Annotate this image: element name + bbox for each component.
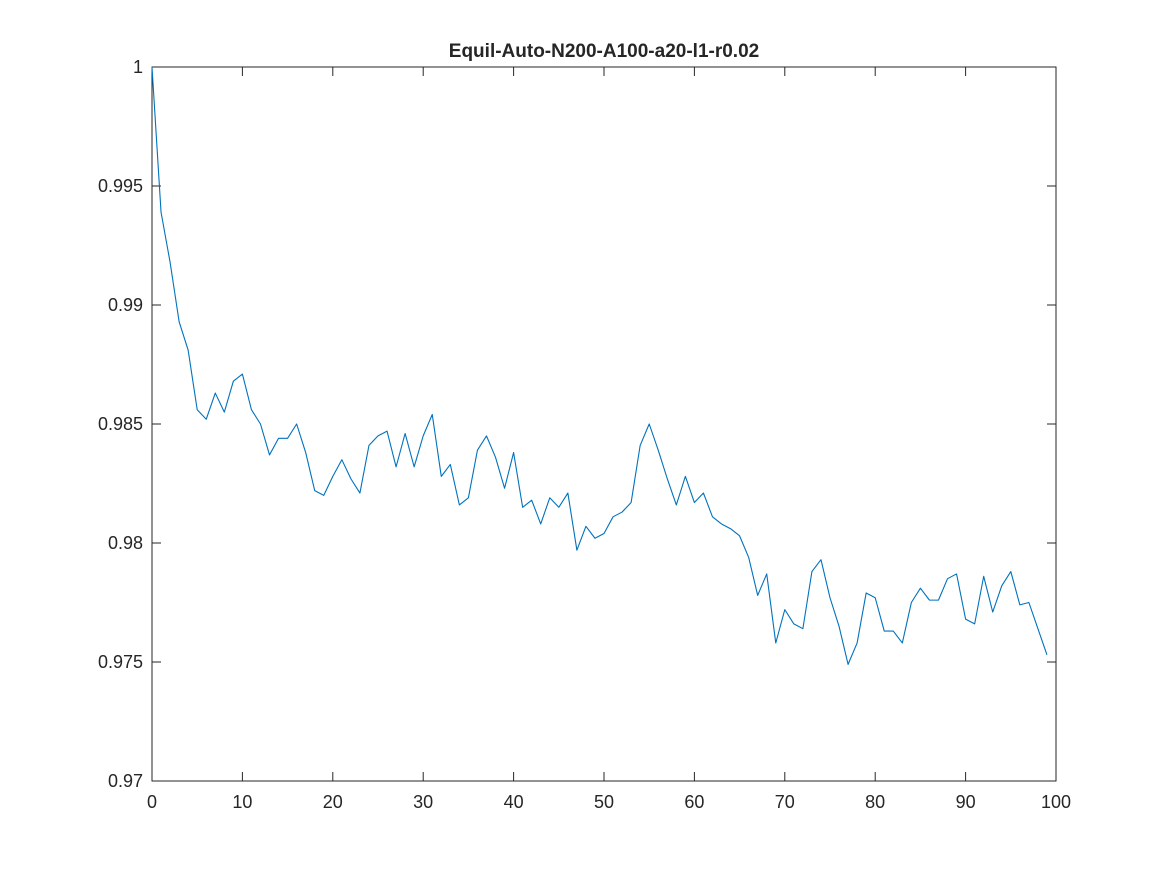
y-tick-label: 1 [133,57,143,77]
y-tick-label: 0.98 [108,533,143,553]
x-tick-label: 80 [865,792,885,812]
axis-ticks [151,66,1057,782]
tick-labels: 0 10 20 30 40 50 60 70 80 90 100 0.97 0.975 0.98 0.985… [98,57,1071,812]
y-tick-label: 0.97 [108,771,143,791]
x-tick-label: 60 [684,792,704,812]
x-tick-label: 70 [775,792,795,812]
chart-title: Equil-Auto-N200-A100-a20-l1-r0.02 [449,41,759,62]
x-tick-label: 20 [323,792,343,812]
y-tick-label: 0.985 [98,414,143,434]
series-layer [151,66,1048,665]
y-tick-label: 0.975 [98,652,143,672]
x-tick-label: 40 [504,792,524,812]
x-tick-label: 10 [232,792,252,812]
series-line-1 [151,66,1048,665]
x-tick-label: 30 [413,792,433,812]
x-tick-label: 50 [594,792,614,812]
x-tick-label: 0 [147,792,157,812]
y-tick-label: 0.995 [98,176,143,196]
x-tick-label: 90 [956,792,976,812]
x-tick-label: 100 [1041,792,1071,812]
y-tick-label: 0.99 [108,295,143,315]
plot-area [151,66,1057,782]
